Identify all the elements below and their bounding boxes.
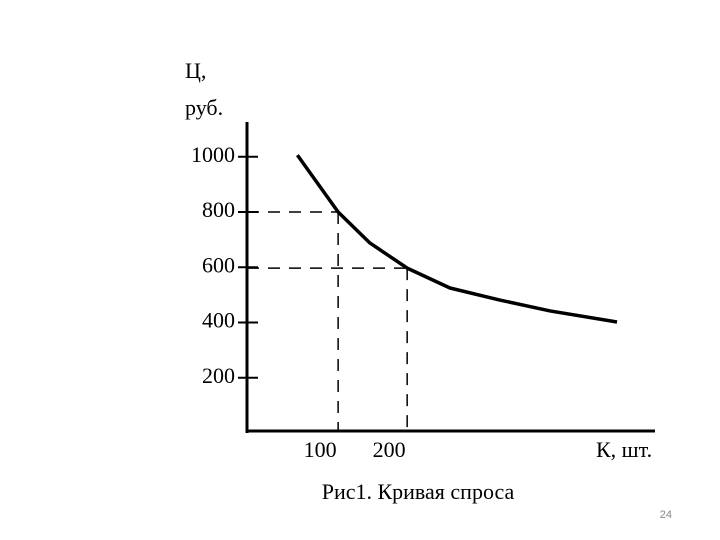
x-tick-label: 100: [304, 437, 337, 462]
y-tick-label: 1000: [191, 142, 235, 167]
y-tick-label: 400: [202, 308, 235, 333]
y-axis-label: руб.: [185, 95, 223, 120]
demand-curve: [295, 154, 618, 324]
x-tick-label: 200: [373, 437, 406, 462]
page-number: 24: [660, 509, 672, 521]
y-tick-label: 600: [202, 252, 235, 277]
chart-title: Рис1. Кривая спроса: [322, 479, 515, 504]
y-tick-label: 800: [202, 197, 235, 222]
y-axis-label: Ц,: [185, 58, 206, 83]
x-axis-label: К, шт.: [596, 437, 652, 462]
y-tick-label: 200: [202, 363, 235, 388]
